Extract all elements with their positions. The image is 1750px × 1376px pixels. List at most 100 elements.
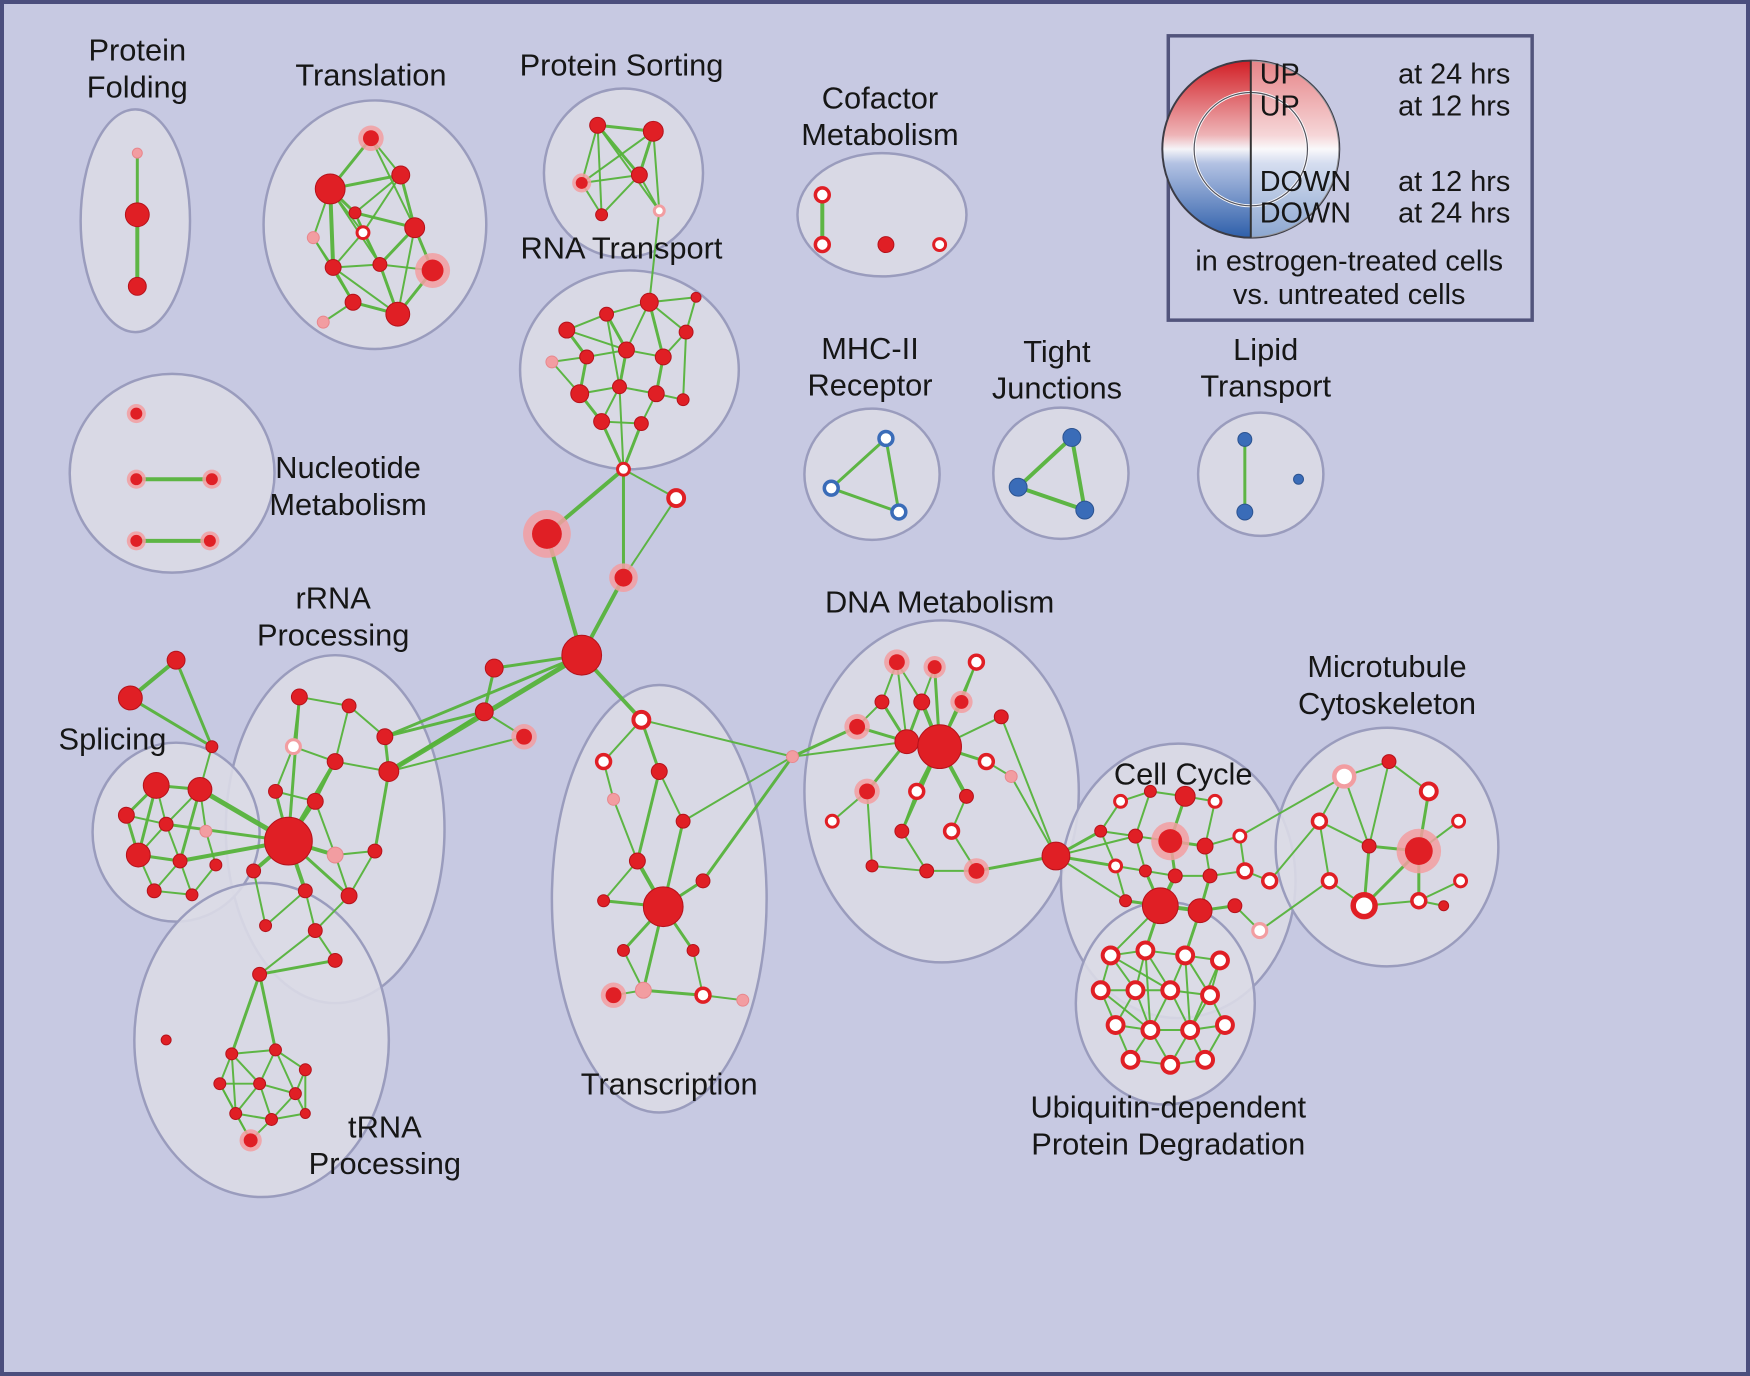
legend-up-down-glyph bbox=[1161, 59, 1341, 239]
node-rr6 bbox=[378, 761, 400, 782]
legend-row-time: at 12 hrs bbox=[1398, 90, 1510, 122]
edge-tr1-tr7 bbox=[369, 137, 416, 229]
cluster-mhc-ii-receptor bbox=[803, 407, 941, 542]
cluster-label-lipid-transport: Transport bbox=[1200, 369, 1331, 404]
node-tr9 bbox=[372, 257, 388, 272]
node-dm12 bbox=[854, 778, 880, 805]
legend-row-level: DOWN bbox=[1260, 198, 1351, 230]
node-cc11 bbox=[1138, 864, 1152, 878]
edge-rt4-rt13 bbox=[682, 331, 688, 401]
node-cc13 bbox=[1202, 868, 1218, 884]
node-ch2 bbox=[666, 488, 687, 509]
node-mt2 bbox=[1381, 754, 1397, 770]
edge-mh1-mh2 bbox=[829, 436, 888, 490]
cluster-cofactor-metabolism bbox=[796, 151, 968, 278]
node-cf3 bbox=[877, 236, 895, 254]
node-rr7 bbox=[268, 783, 283, 799]
edge-tc1-dm0 bbox=[640, 718, 794, 758]
edge-tn3-tn7 bbox=[230, 1052, 261, 1085]
cluster-label-microtubule-cytoskeleton: Cytoskeleton bbox=[1298, 686, 1476, 721]
node-rt13 bbox=[676, 393, 690, 407]
node-tr11 bbox=[344, 293, 362, 311]
node-rt11 bbox=[593, 413, 611, 431]
node-lp1 bbox=[1237, 431, 1253, 447]
node-tn2 bbox=[160, 1034, 172, 1046]
node-tn9 bbox=[229, 1107, 243, 1120]
cluster-label-protein-folding: Folding bbox=[87, 69, 188, 104]
cluster-rna-transport bbox=[518, 269, 741, 471]
edge-ps1-ps3 bbox=[580, 124, 599, 184]
node-rr12 bbox=[246, 863, 262, 879]
node-tn12 bbox=[239, 1129, 262, 1152]
node-nm1 bbox=[126, 404, 146, 424]
node-ps6 bbox=[652, 204, 666, 218]
edge-rr12-rr16 bbox=[252, 869, 267, 927]
edge-cc19-mt4 bbox=[1268, 820, 1321, 882]
node-mt8 bbox=[1320, 872, 1339, 890]
cluster-label-tight-junctions: Tight bbox=[1023, 334, 1091, 369]
node-cc19 bbox=[1260, 872, 1279, 890]
node-rt4 bbox=[678, 324, 694, 340]
cluster-label-trna-processing: Processing bbox=[309, 1146, 461, 1181]
node-ps5 bbox=[595, 208, 609, 222]
node-tc7 bbox=[597, 894, 611, 908]
cluster-splicing bbox=[91, 741, 261, 923]
edge-tc3-tc6 bbox=[635, 770, 661, 863]
node-cf4 bbox=[932, 237, 948, 253]
edge-cn2-rr6 bbox=[387, 710, 486, 774]
cluster-label-protein-sorting: Protein Sorting bbox=[520, 48, 724, 83]
node-cf2 bbox=[813, 235, 832, 254]
node-rr2 bbox=[341, 698, 357, 714]
node-rt15 bbox=[690, 291, 702, 303]
node-tr7 bbox=[404, 217, 426, 239]
legend-row-time: at 24 hrs bbox=[1398, 198, 1510, 230]
node-rr8 bbox=[306, 792, 324, 810]
node-tr5 bbox=[306, 231, 320, 245]
node-mh3 bbox=[890, 503, 908, 521]
node-dm4 bbox=[967, 653, 986, 671]
node-rr4 bbox=[284, 738, 302, 756]
node-cc9 bbox=[1232, 828, 1248, 844]
node-lp2 bbox=[1236, 503, 1254, 521]
cluster-label-trna-processing: tRNA bbox=[348, 1109, 422, 1144]
cluster-label-mhc-ii-receptor: Receptor bbox=[808, 368, 933, 403]
cluster-label-protein-folding: Protein bbox=[89, 33, 187, 68]
node-sp9 bbox=[146, 883, 162, 899]
node-cc17 bbox=[1187, 898, 1213, 924]
edge-rt9-ch1 bbox=[618, 385, 625, 471]
edge-rr13-rr16 bbox=[264, 889, 307, 927]
node-dm11 bbox=[977, 752, 996, 771]
node-ub14 bbox=[1160, 1054, 1181, 1075]
edge-tc4-tc6 bbox=[612, 798, 639, 862]
node-sp2 bbox=[187, 776, 213, 802]
node-ub11 bbox=[1180, 1020, 1201, 1040]
cluster-label-ubiquitin-degradation: Ubiquitin-dependent bbox=[1030, 1089, 1306, 1124]
node-dm6 bbox=[913, 693, 931, 711]
edge-tr8-tr12 bbox=[332, 266, 399, 316]
node-tr8 bbox=[324, 259, 342, 276]
node-tc5 bbox=[675, 813, 691, 829]
node-tn8 bbox=[288, 1087, 302, 1101]
cluster-label-splicing: Splicing bbox=[59, 722, 167, 757]
node-tc11 bbox=[686, 944, 700, 957]
edge-ps6-rt3 bbox=[648, 209, 661, 304]
edge-dm0-dm9 bbox=[791, 740, 908, 758]
node-tc1 bbox=[631, 709, 652, 730]
node-tc6 bbox=[628, 852, 646, 870]
node-tr13 bbox=[316, 315, 330, 329]
cluster-label-dna-metabolism: DNA Metabolism bbox=[825, 584, 1054, 619]
node-ub15 bbox=[1195, 1049, 1216, 1070]
node-tc2 bbox=[594, 752, 613, 771]
cluster-label-nucleotide-metabolism: Nucleotide bbox=[275, 450, 421, 485]
node-rr14 bbox=[340, 887, 358, 905]
edge-tc6-tc7 bbox=[602, 859, 639, 902]
legend-row-time: at 24 hrs bbox=[1398, 59, 1510, 91]
edge-cc20-mt8 bbox=[1258, 879, 1331, 932]
edge-rr15-tn1 bbox=[258, 929, 317, 976]
node-dm18 bbox=[942, 822, 961, 840]
cluster-label-cell-cycle: Cell Cycle bbox=[1114, 756, 1253, 791]
node-rt8 bbox=[570, 384, 590, 404]
node-dm7 bbox=[950, 690, 973, 714]
node-dm19 bbox=[919, 863, 935, 879]
